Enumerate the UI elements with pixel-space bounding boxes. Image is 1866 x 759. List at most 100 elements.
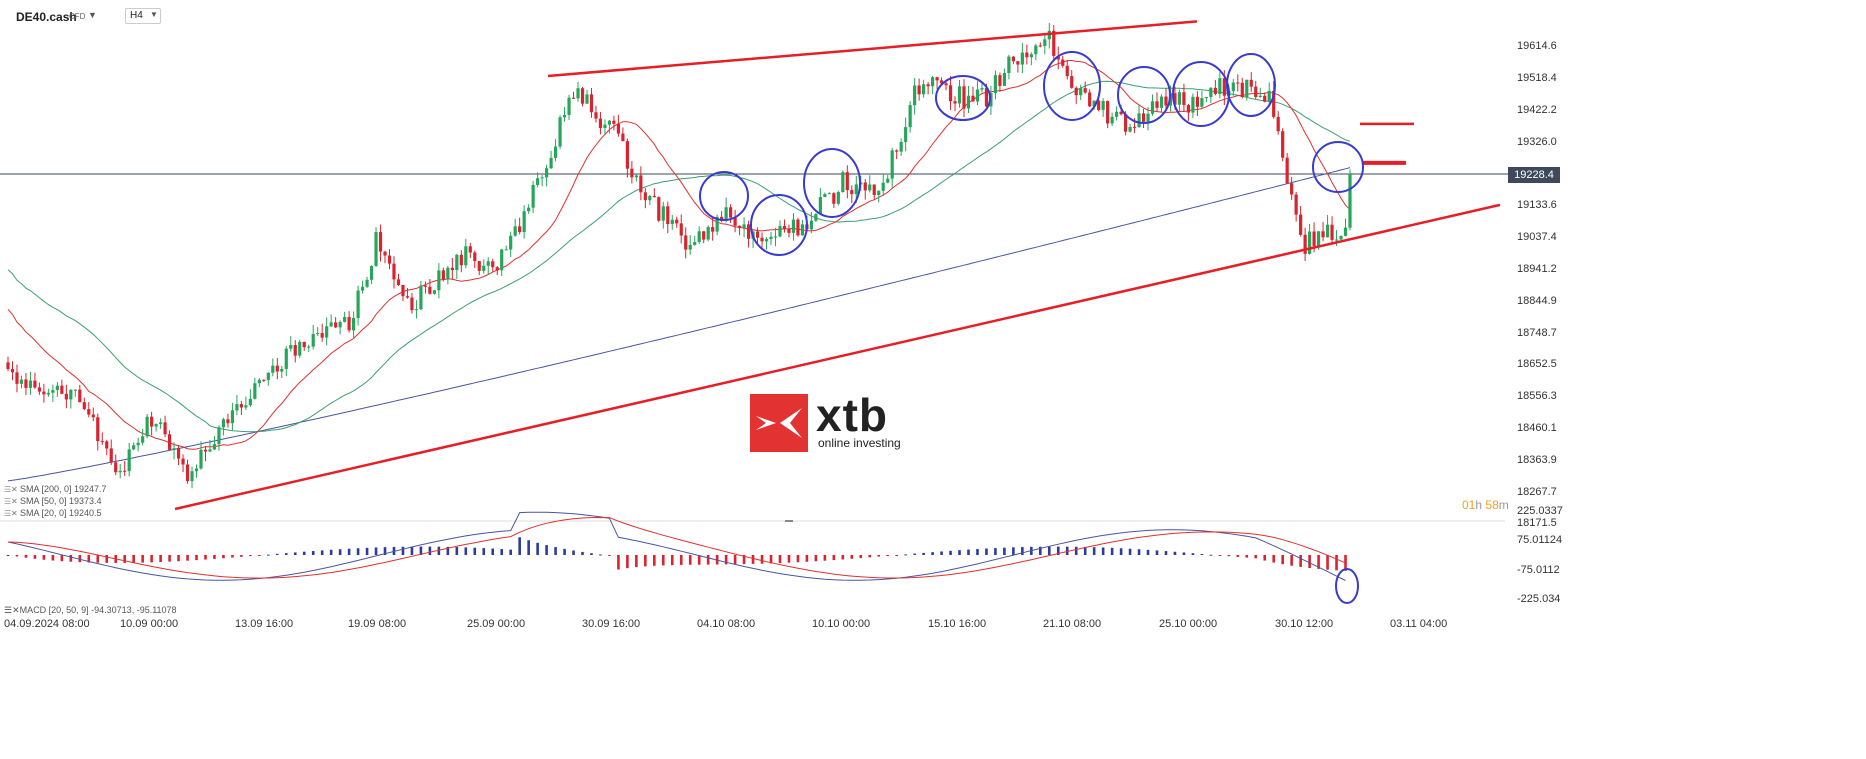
candle-body [221,419,226,428]
macd-histogram-bar [688,555,692,565]
candle-body [1200,98,1204,107]
candle-body [1123,114,1128,132]
candle-body [1101,101,1105,110]
candle-body [737,225,742,229]
macd-histogram-bar [967,549,970,555]
macd-histogram-bar [509,549,512,555]
candle-body [145,416,149,437]
candle-body [580,88,585,104]
candle-body [715,216,719,232]
time-tick-label: 04.10 08:00 [697,618,756,630]
candle-body [1186,105,1191,113]
candle-body [105,441,109,449]
candle-body [244,405,248,408]
candle-body [163,422,167,435]
macd-histogram-bar [1056,546,1060,555]
candle-body [868,184,872,191]
candle-body [73,389,77,391]
candle-body [540,177,544,179]
settings-icon[interactable]: ☰ [4,485,12,494]
close-icon[interactable]: ✕ [12,605,20,615]
candle-body [1141,113,1146,122]
legend-sma200[interactable]: ☰✕ SMA [200, 0] 19247.7 [4,484,107,494]
candle-body [19,379,24,384]
macd-histogram-bar [545,545,548,555]
candle-body [1258,95,1262,97]
candle-body [1281,131,1285,158]
candle-body [1119,111,1123,115]
macd-histogram-bar [868,555,872,558]
symbol-name[interactable]: DE40.cash [16,10,77,24]
macd-histogram-bar [536,542,539,555]
candle-body [1159,96,1164,108]
candle-body [800,224,805,236]
candle-body [365,279,369,287]
candle-body [1007,56,1011,74]
macd-histogram-bar [626,555,629,569]
candle-body [1079,88,1083,96]
candle-body [55,385,59,391]
macd-histogram-bar [141,555,144,563]
sma50-label: SMA [50, 0] 19373.4 [20,496,102,506]
candle-body [886,178,890,183]
macd-histogram-bar [383,547,387,555]
candle-body [527,207,531,212]
candle-body [814,214,818,221]
settings-icon[interactable]: ☰ [4,605,13,615]
macd-histogram-bar [617,555,620,570]
highlight-circle [750,194,808,256]
candle-body [845,172,849,191]
candle-body [657,197,661,221]
candle-body [405,296,410,298]
candle-body [271,365,275,373]
close-icon[interactable]: ✕ [11,485,18,494]
candle-body [203,449,208,452]
candle-body [141,436,145,443]
candle-body [387,255,392,264]
close-icon[interactable]: ✕ [11,497,18,506]
macd-histogram-bar [769,555,773,564]
settings-icon[interactable]: ☰ [4,497,12,506]
candle-body [482,265,486,271]
chart-toolbar: DE40.cash CFD ▼ H4 ▼ [0,0,1500,30]
close-icon[interactable]: ✕ [11,509,18,518]
candle-body [343,317,347,322]
candle-body [1043,39,1047,47]
candle-body [872,184,876,196]
candle-body [432,290,436,294]
candle-body [239,404,243,408]
macd-histogram-bar [823,555,827,561]
macd-histogram-bar [1110,547,1114,555]
symbol-dropdown-icon[interactable]: ▼ [88,10,97,20]
macd-histogram-bar [222,555,225,559]
settings-icon[interactable]: ☰ [4,509,12,518]
macd-histogram-bar [590,553,593,555]
macd-label: MACD [20, 50, 9] -94.30713, -95.11078 [19,605,177,615]
timeframe-select[interactable]: H4 ▼ [125,8,161,24]
legend-sma50[interactable]: ☰✕ SMA [50, 0] 19373.4 [4,496,102,506]
macd-histogram-bar [563,548,566,555]
timeframe-value: H4 [130,10,143,21]
candle-body [989,93,993,107]
candle-body [1088,92,1092,107]
candle-body [293,345,297,356]
candle-body [975,89,980,102]
legend-sma20[interactable]: ☰✕ SMA [20, 0] 19240.5 [4,508,102,518]
candle-body [1177,92,1182,105]
candle-body [316,333,320,335]
legend-macd[interactable]: ☰✕MACD [20, 50, 9] -94.30713, -95.11078 [4,605,177,616]
candle-body [1110,116,1114,124]
candle-body [410,297,414,311]
price-tick-label: 18844.9 [1517,294,1557,307]
candle-body [675,219,679,224]
candle-body [944,83,948,86]
macd-histogram-bar [1003,547,1006,555]
macd-histogram-bar [706,555,710,565]
macd-histogram-bar [1146,549,1150,555]
candle-body [1070,76,1074,88]
candle-body [908,105,912,128]
candle-body [913,85,917,106]
candle-body [1150,101,1155,114]
candle-body [181,458,185,465]
